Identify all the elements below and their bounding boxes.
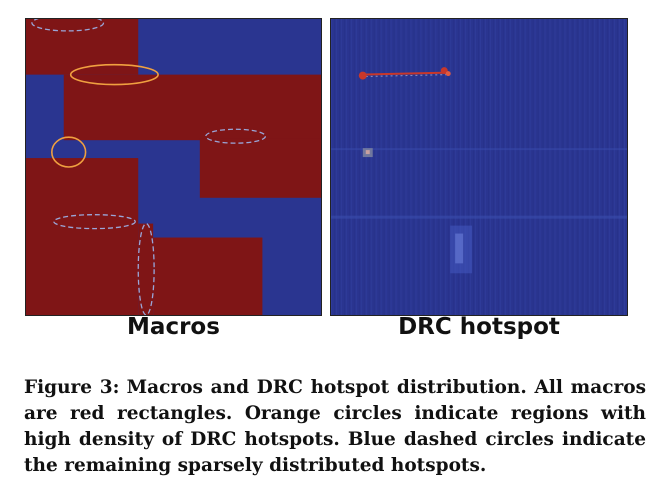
hotspot-band — [331, 215, 627, 219]
macro-block — [199, 138, 321, 198]
hotspot-line — [360, 71, 449, 76]
drc-hotspot-panel — [330, 18, 628, 316]
macro-block — [138, 223, 154, 315]
figure-number: Figure 3: — [24, 377, 120, 398]
hotspot-cluster — [455, 233, 464, 264]
blue-dashed-circle — [205, 128, 267, 144]
orange-circle — [51, 136, 87, 168]
hotspot-point — [358, 71, 367, 80]
blue-dashed-circle — [53, 214, 136, 230]
drc-hotspot-map — [331, 19, 627, 315]
macros-map — [26, 19, 321, 315]
blue-dashed-circle — [31, 19, 105, 32]
macros-panel — [25, 18, 322, 316]
hotspot-point — [445, 71, 451, 77]
hotspot-point — [365, 150, 370, 155]
macro-block — [26, 19, 139, 75]
macro-block — [26, 158, 139, 315]
caption-text: Macros and DRC hotspot distribution. All… — [24, 377, 646, 476]
macro-block — [153, 237, 263, 315]
orange-circle — [69, 63, 159, 86]
macro-block — [63, 74, 321, 141]
drc-hotspot-label: DRC hotspot — [398, 314, 560, 340]
hotspot-texture — [331, 19, 627, 315]
figure-caption: Figure 3: Macros and DRC hotspot distrib… — [24, 375, 646, 479]
hotspot-band — [331, 148, 627, 151]
macros-label: Macros — [127, 314, 220, 340]
hotspot-point — [440, 67, 448, 75]
